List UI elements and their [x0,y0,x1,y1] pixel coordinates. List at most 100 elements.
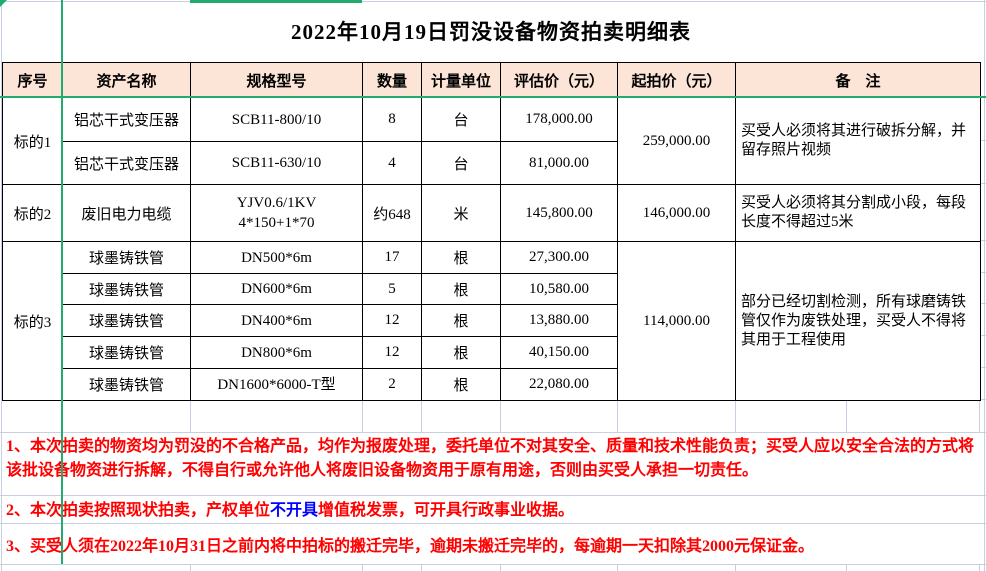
appraisal-price-cell[interactable]: 145,800.00 [500,184,618,242]
quantity-cell[interactable]: 8 [362,97,422,142]
asset-name-cell[interactable]: 球墨铸铁管 [62,273,191,305]
footnote-1[interactable]: 1、本次拍卖的物资均为罚没的不合格产品，均作为报废处理，委托单位不对其安全、质量… [6,435,978,483]
table-row: 铝芯干式变压器 SCB11-630/10 4 台 81,000.00 [3,141,981,185]
spec-cell[interactable]: DN1600*6000-T型 [190,368,363,401]
footnote-2-text-a: 2、本次拍卖按照现状拍卖，产权单位 [6,502,271,519]
footnote-1-text: 1、本次拍卖的物资均为罚没的不合格产品，均作为报废处理，委托单位不对其安全、质量… [6,438,975,479]
appraisal-price-cell[interactable]: 81,000.00 [500,141,618,185]
asset-name-cell[interactable]: 球墨铸铁管 [62,336,191,369]
col-header-unit[interactable]: 计量单位 [421,62,501,98]
unit-cell[interactable]: 根 [421,304,501,337]
lot-id-cell[interactable]: 标的3 [2,241,63,401]
sheet-corner-marker-icon [0,0,7,7]
asset-name-cell[interactable]: 球墨铸铁管 [62,304,191,337]
gridline-v [735,400,736,432]
gridline-v [979,400,980,432]
gridline-v [984,0,985,571]
start-price-cell[interactable]: 114,000.00 [617,241,736,401]
quantity-cell[interactable]: 12 [362,336,422,369]
spec-cell[interactable]: DN400*6m [190,304,363,337]
freeze-pane-horizontal-line [0,96,986,98]
quantity-cell[interactable]: 4 [362,141,422,185]
gridline-v [617,400,618,432]
sheet-title[interactable]: 2022年10月19日罚没设备物资拍卖明细表 [291,20,691,44]
lot-id-cell[interactable]: 标的1 [2,97,63,185]
appraisal-price-cell[interactable]: 40,150.00 [500,336,618,369]
table-row: 标的2 废旧电力电缆 YJV0.6/1KV 4*150+1*70 约648 米 … [2,184,981,242]
gridline-h [0,432,986,433]
start-price-cell[interactable]: 146,000.00 [617,184,736,242]
gridline-v [1,0,2,571]
gridline-stub [980,183,986,184]
gridline-v [846,400,847,432]
table-row: 球墨铸铁管 DN600*6m 5 根 10,580.00 [3,273,981,305]
asset-name-cell[interactable]: 废旧电力电缆 [62,184,191,242]
table-row: 标的1 铝芯干式变压器 SCB11-800/10 8 台 178,000.00 … [2,97,981,185]
page-break-marker [190,0,362,3]
asset-name-cell[interactable]: 铝芯干式变压器 [62,141,191,185]
unit-cell[interactable]: 根 [421,336,501,369]
col-header-appraisal-price[interactable]: 评估价（元） [500,62,618,98]
footnote-3[interactable]: 3、买受人须在2022年10月31日之前内将中拍标的搬迁完毕，逾期未搬迁完毕的，… [6,535,978,559]
unit-cell[interactable]: 台 [421,141,501,185]
col-header-remark[interactable]: 备 注 [735,62,981,98]
quantity-cell[interactable]: 12 [362,304,422,337]
spec-cell[interactable]: SCB11-630/10 [190,141,363,185]
gridline-v [979,564,980,571]
appraisal-price-cell[interactable]: 13,880.00 [500,304,618,337]
col-header-start-price[interactable]: 起拍价（元） [617,62,736,98]
gridline-h [0,523,986,524]
gridline-stub [980,272,986,273]
start-price-cell[interactable]: 259,000.00 [617,97,736,185]
gridline-stub [980,335,986,336]
quantity-cell[interactable]: 17 [362,241,422,274]
spec-cell[interactable]: DN600*6m [190,273,363,305]
gridline-v [362,400,363,432]
quantity-cell[interactable]: 5 [362,273,422,305]
footnote-3-text: 3、买受人须在2022年10月31日之前内将中拍标的搬迁完毕，逾期未搬迁完毕的，… [6,538,815,555]
spec-cell[interactable]: SCB11-800/10 [190,97,363,142]
footnote-2-text-b: 增值税发票，可开具行政事业收据。 [318,502,575,519]
gridline-v [500,564,501,571]
spec-cell[interactable]: YJV0.6/1KV 4*150+1*70 [190,184,363,242]
gridline-h [0,495,986,496]
appraisal-price-cell[interactable]: 10,580.00 [500,273,618,305]
quantity-cell[interactable]: 约648 [362,184,422,242]
unit-cell[interactable]: 根 [421,368,501,401]
appraisal-price-cell[interactable]: 22,080.00 [500,368,618,401]
unit-cell[interactable]: 根 [421,241,501,274]
lot-id-cell[interactable]: 标的2 [2,184,63,242]
table-row: 球墨铸铁管 DN1600*6000-T型 2 根 22,080.00 [3,368,981,401]
spec-cell[interactable]: DN800*6m [190,336,363,369]
asset-name-cell[interactable]: 球墨铸铁管 [62,368,191,401]
gridline-stub [980,303,986,304]
unit-cell[interactable]: 根 [421,273,501,305]
remark-cell[interactable]: 买受人必须将其进行破拆分解，并留存照片视频 [735,97,981,185]
gridline-v [362,564,363,571]
freeze-pane-vertical-line [61,0,63,564]
footnote-2-text-blue: 不开具 [270,502,319,519]
col-header-asset-name[interactable]: 资产名称 [62,62,191,98]
table-row: 球墨铸铁管 DN400*6m 12 根 13,880.00 [3,304,981,337]
spec-cell[interactable]: DN500*6m [190,241,363,274]
asset-name-cell[interactable]: 铝芯干式变压器 [62,97,191,142]
unit-cell[interactable]: 米 [421,184,501,242]
gridline-stub [980,140,986,141]
gridline-v [421,400,422,432]
appraisal-price-cell[interactable]: 27,300.00 [500,241,618,274]
footnote-2[interactable]: 2、本次拍卖按照现状拍卖，产权单位不开具增值税发票，可开具行政事业收据。 [6,499,978,523]
col-header-quantity[interactable]: 数量 [362,62,422,98]
remark-cell[interactable]: 买受人必须将其分割成小段，每段长度不得超过5米 [735,184,981,242]
remark-cell[interactable]: 部分已经切割检测，所有球磨铸铁管仅作为废铁处理，买受人不得将其用于工程使用 [735,241,981,401]
quantity-cell[interactable]: 2 [362,368,422,401]
col-header-serial[interactable]: 序号 [2,62,63,98]
gridline-v [500,400,501,432]
appraisal-price-cell[interactable]: 178,000.00 [500,97,618,142]
asset-name-cell[interactable]: 球墨铸铁管 [62,241,191,274]
col-header-spec-model[interactable]: 规格型号 [190,62,363,98]
gridline-v [846,564,847,571]
gridline-stub [980,240,986,241]
unit-cell[interactable]: 台 [421,97,501,142]
gridline-stub [980,399,986,400]
